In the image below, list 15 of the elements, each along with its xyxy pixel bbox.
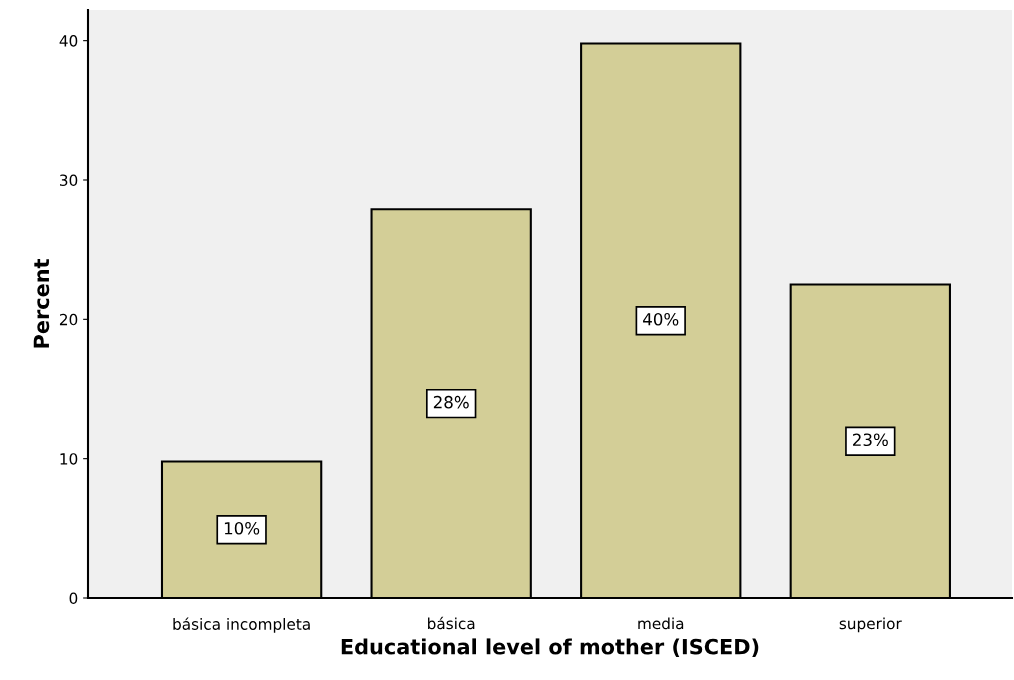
data-label: 23% <box>853 433 888 447</box>
x-axis-title: Educational level of mother (ISCED) <box>341 638 759 657</box>
y-tick-label: 30 <box>60 174 78 187</box>
data-label: 10% <box>224 521 260 535</box>
y-tick-label: 20 <box>59 313 78 326</box>
x-tick-label: superior <box>839 617 902 633</box>
y-tick-label: 40 <box>59 35 78 47</box>
x-tick-label: básica incompleta <box>173 617 310 633</box>
y-tick-label: 10 <box>60 453 78 465</box>
data-label: 40% <box>643 312 679 326</box>
x-tick-label: básica <box>428 616 475 630</box>
x-tick-label: media <box>638 617 684 630</box>
y-axis-title: Percent <box>33 259 50 348</box>
y-tick-label: 0 <box>69 592 78 605</box>
data-label: 28% <box>433 395 469 409</box>
